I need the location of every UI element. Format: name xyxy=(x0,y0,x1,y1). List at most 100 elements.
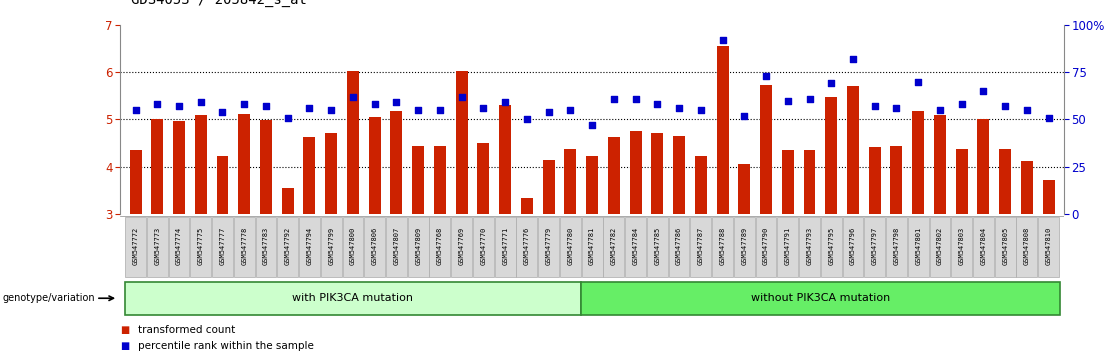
Text: ■: ■ xyxy=(120,341,129,351)
Text: GSM547807: GSM547807 xyxy=(393,227,400,265)
Point xyxy=(170,103,188,109)
Point xyxy=(561,107,579,113)
FancyBboxPatch shape xyxy=(973,217,994,277)
Bar xyxy=(434,145,446,214)
Point xyxy=(648,102,666,107)
Text: with PIK3CA mutation: with PIK3CA mutation xyxy=(293,293,413,303)
FancyBboxPatch shape xyxy=(668,217,690,277)
Bar xyxy=(173,121,185,214)
Point xyxy=(584,122,602,128)
Point xyxy=(1039,115,1057,120)
Bar xyxy=(652,133,663,214)
Text: GSM547780: GSM547780 xyxy=(567,227,574,265)
Bar xyxy=(608,137,619,214)
FancyBboxPatch shape xyxy=(495,217,516,277)
Text: GSM547786: GSM547786 xyxy=(676,227,682,265)
Point xyxy=(801,96,819,102)
Text: GSM547773: GSM547773 xyxy=(154,227,160,265)
Bar xyxy=(260,120,272,214)
FancyBboxPatch shape xyxy=(908,217,929,277)
Text: GSM547790: GSM547790 xyxy=(763,227,769,265)
FancyBboxPatch shape xyxy=(995,217,1016,277)
Bar xyxy=(456,71,468,214)
Text: GSM547808: GSM547808 xyxy=(1024,227,1030,265)
Point xyxy=(627,96,645,102)
FancyBboxPatch shape xyxy=(560,217,580,277)
Text: GSM547771: GSM547771 xyxy=(502,227,508,265)
Text: GSM547798: GSM547798 xyxy=(893,227,899,265)
Point xyxy=(952,102,970,107)
Bar xyxy=(890,145,902,214)
Text: without PIK3CA mutation: without PIK3CA mutation xyxy=(751,293,890,303)
Bar xyxy=(673,136,685,214)
FancyBboxPatch shape xyxy=(277,217,299,277)
Bar xyxy=(565,149,576,214)
Text: GSM547779: GSM547779 xyxy=(546,227,551,265)
Bar xyxy=(195,115,207,214)
Bar xyxy=(586,156,598,214)
FancyBboxPatch shape xyxy=(929,217,950,277)
Text: GSM547809: GSM547809 xyxy=(416,227,421,265)
Text: GSM547789: GSM547789 xyxy=(741,227,747,265)
Bar xyxy=(803,150,815,214)
Bar xyxy=(782,150,794,214)
Point xyxy=(257,103,275,109)
Point xyxy=(344,94,362,99)
Bar xyxy=(1043,180,1055,214)
Text: GSM547792: GSM547792 xyxy=(285,227,291,265)
Point xyxy=(452,94,470,99)
Point xyxy=(671,105,688,111)
Text: GSM547791: GSM547791 xyxy=(784,227,791,265)
Point xyxy=(235,102,253,107)
Text: percentile rank within the sample: percentile rank within the sample xyxy=(138,341,314,351)
FancyBboxPatch shape xyxy=(582,217,603,277)
FancyBboxPatch shape xyxy=(625,217,646,277)
Point xyxy=(779,98,797,103)
Point xyxy=(475,105,492,111)
Point xyxy=(539,109,557,115)
Text: GSM547785: GSM547785 xyxy=(654,227,661,265)
Bar xyxy=(499,105,511,214)
Bar xyxy=(825,97,838,214)
Point xyxy=(735,113,753,119)
Bar xyxy=(521,198,532,214)
Text: GSM547777: GSM547777 xyxy=(219,227,225,265)
Text: GSM547795: GSM547795 xyxy=(828,227,834,265)
FancyBboxPatch shape xyxy=(212,217,233,277)
Text: GSM547776: GSM547776 xyxy=(524,227,530,265)
Text: GSM547805: GSM547805 xyxy=(1003,227,1008,265)
Bar xyxy=(999,149,1012,214)
Bar xyxy=(716,46,729,214)
FancyBboxPatch shape xyxy=(864,217,886,277)
FancyBboxPatch shape xyxy=(691,217,711,277)
FancyBboxPatch shape xyxy=(234,217,255,277)
Point xyxy=(931,107,949,113)
FancyBboxPatch shape xyxy=(582,281,1059,315)
Point xyxy=(909,79,927,84)
FancyBboxPatch shape xyxy=(451,217,472,277)
Point xyxy=(758,73,775,79)
FancyBboxPatch shape xyxy=(125,217,146,277)
Bar xyxy=(760,85,772,214)
FancyBboxPatch shape xyxy=(190,217,212,277)
Bar xyxy=(390,111,402,214)
Text: GSM547804: GSM547804 xyxy=(980,227,986,265)
FancyBboxPatch shape xyxy=(538,217,559,277)
Point xyxy=(214,109,232,115)
Bar xyxy=(129,150,141,214)
Text: genotype/variation: genotype/variation xyxy=(2,293,95,303)
FancyBboxPatch shape xyxy=(951,217,973,277)
FancyBboxPatch shape xyxy=(125,281,582,315)
Point xyxy=(866,103,883,109)
Point xyxy=(822,81,840,86)
Bar xyxy=(412,147,424,214)
Point xyxy=(431,107,449,113)
FancyBboxPatch shape xyxy=(799,217,820,277)
Point xyxy=(148,102,166,107)
Point xyxy=(496,99,514,105)
Bar xyxy=(739,165,750,214)
Point xyxy=(844,56,862,62)
Point xyxy=(692,107,710,113)
Bar xyxy=(303,137,315,214)
Point xyxy=(409,107,427,113)
